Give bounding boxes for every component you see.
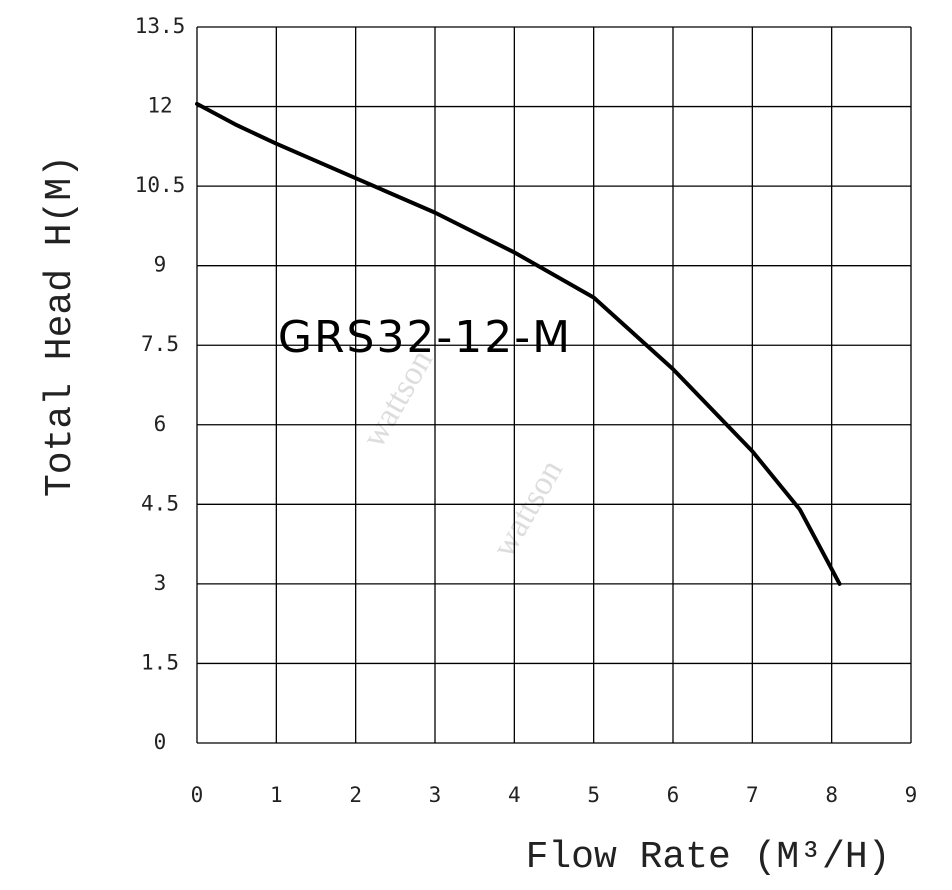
x-axis-label: Flow Rate (M³/H) [526,836,891,879]
x-tick-label: 2 [349,783,362,807]
x-tick-label: 1 [270,783,283,807]
y-tick-label: 6 [154,412,167,436]
y-tick-label: 12 [147,94,172,118]
watermark: wattson [485,454,570,564]
y-tick-label: 9 [154,253,167,277]
y-tick-label: 4.5 [141,491,179,515]
y-tick-label: 13.5 [135,14,186,38]
x-tick-label: 4 [508,783,521,807]
y-axis-label: Total Head H(M) [39,155,82,497]
x-tick-label: 5 [587,783,600,807]
x-tick-label: 9 [905,783,918,807]
x-tick-label: 7 [746,783,759,807]
x-tick-label: 0 [191,783,204,807]
y-tick-label: 1.5 [141,650,179,674]
curve [195,101,842,586]
y-tick-label: 3 [154,571,167,595]
y-tick-label: 10.5 [135,173,186,197]
y-tick-label: 0 [154,730,167,754]
x-tick-label: 8 [825,783,838,807]
y-tick-label: 7.5 [141,332,179,356]
x-tick-label: 6 [667,783,680,807]
annotation: GRS32-12-M [278,312,572,363]
x-tick-label: 3 [429,783,442,807]
